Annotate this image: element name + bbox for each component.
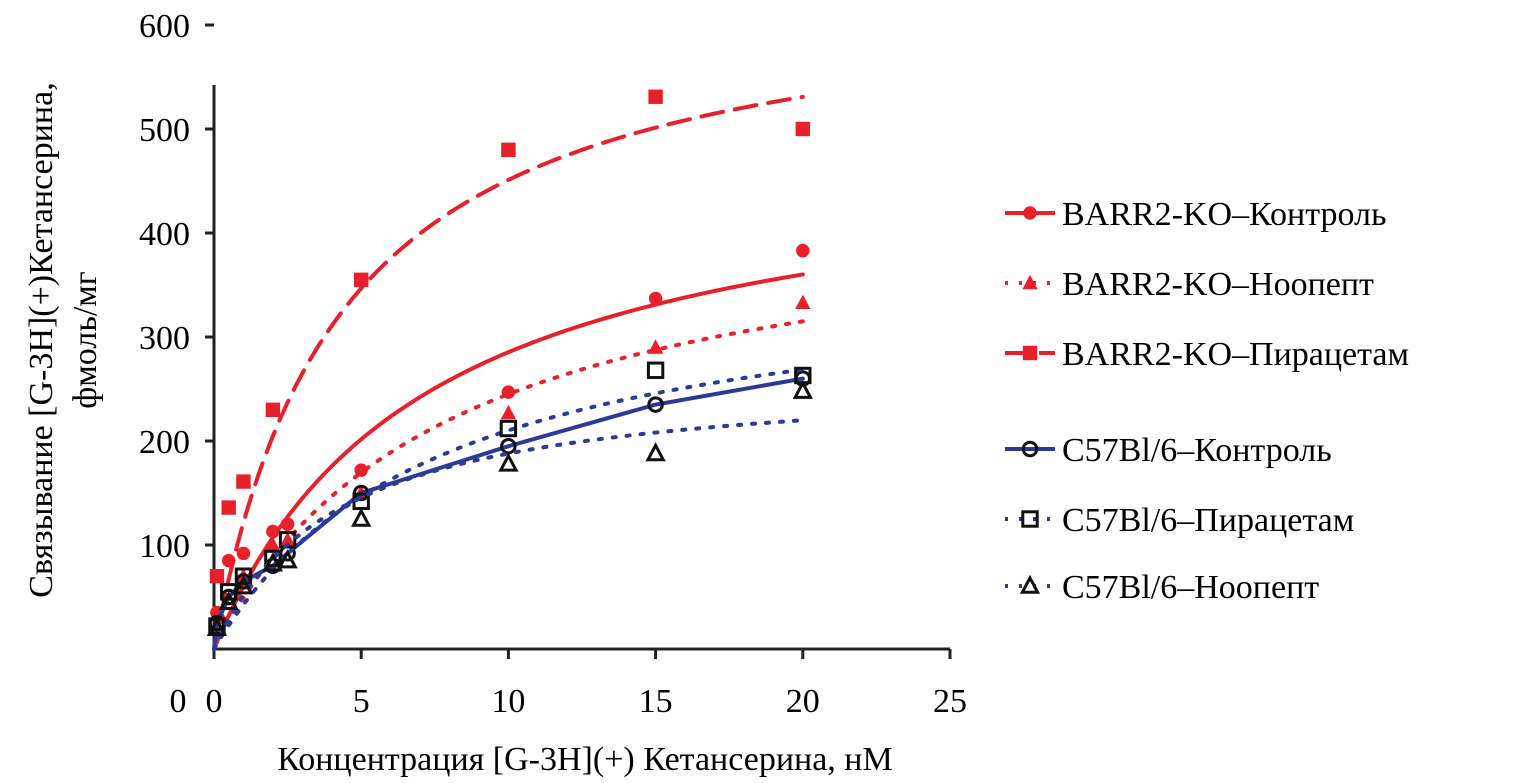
legend-item-2: BARR2-KO–Пирацетам <box>1005 336 1409 373</box>
x-axis-label: Концентрация [G-3H](+) Кетансерина, нМ <box>277 741 893 778</box>
data-point <box>648 89 663 104</box>
data-point <box>645 442 666 462</box>
y-axis-label-line1: Связывание [G-3H](+)Кетансерина, <box>23 82 60 597</box>
legend-label: C57Bl/6–Контроль <box>1062 432 1332 469</box>
data-point <box>500 404 517 420</box>
data-point <box>498 452 519 472</box>
x-tick-label: 10 <box>491 683 525 720</box>
origin-label: 0 <box>170 683 187 720</box>
data-point <box>646 361 665 379</box>
x-tick-label: 5 <box>353 683 370 720</box>
data-point <box>351 507 372 527</box>
legend: BARR2-KO–Контроль BARR2-KO–Ноопепт BARR2-K… <box>1005 196 1409 606</box>
data-point <box>795 294 811 309</box>
fit-line <box>212 94 805 651</box>
legend-marker <box>1021 510 1039 528</box>
data-point <box>262 552 284 572</box>
series-4 <box>208 361 812 651</box>
y-tick-label: 600 <box>139 8 190 45</box>
data-point <box>236 474 251 489</box>
data-point <box>499 419 518 438</box>
legend-label: C57Bl/6–Ноопепт <box>1062 569 1319 606</box>
legend-item-3: C57Bl/6–Контроль <box>1005 432 1332 469</box>
legend-marker <box>1022 345 1038 361</box>
data-point <box>209 569 225 584</box>
data-point <box>236 546 251 561</box>
data-point <box>265 536 281 552</box>
legend-marker <box>1021 440 1039 458</box>
y-tick-label: 400 <box>139 216 190 253</box>
data-point <box>354 272 369 287</box>
data-point <box>792 379 813 399</box>
data-point <box>279 531 296 547</box>
series-2 <box>209 89 810 651</box>
data-point <box>795 121 810 137</box>
x-tick-label: 25 <box>933 683 967 720</box>
legend-label: C57Bl/6–Пирацетам <box>1062 502 1354 539</box>
data-point <box>206 616 228 636</box>
legend-label: BARR2-KO–Контроль <box>1062 196 1387 233</box>
data-point <box>264 549 282 568</box>
series-1 <box>212 294 811 651</box>
fit-line <box>212 367 805 651</box>
x-tick-label: 20 <box>786 683 820 720</box>
y-axis-label-line2: фмоль/мг <box>67 271 104 409</box>
data-point <box>218 590 239 610</box>
x-tick-label: 0 <box>206 683 223 720</box>
plot-area <box>206 89 813 651</box>
y-tick-label: 300 <box>139 320 190 357</box>
y-tick-label: 100 <box>139 528 190 565</box>
data-point <box>266 524 280 539</box>
legend-item-5: C57Bl/6–Ноопепт <box>1005 569 1319 606</box>
data-point <box>265 402 281 417</box>
data-point <box>647 339 664 354</box>
data-point <box>233 575 254 595</box>
fit-line <box>212 272 805 651</box>
data-point <box>280 517 295 531</box>
axes: 0 5 10 15 20 25 100 200 300 400 500 600 0 <box>139 8 967 720</box>
fit-line <box>212 319 805 651</box>
x-tick-label: 15 <box>639 683 673 720</box>
data-point <box>354 463 368 477</box>
legend-item-1: BARR2-KO–Ноопепт <box>1005 266 1374 303</box>
data-point <box>796 243 810 258</box>
y-tick-label: 200 <box>139 424 190 461</box>
y-tick-label: 500 <box>139 112 190 149</box>
legend-item-4: C57Bl/6–Пирацетам <box>1005 502 1354 539</box>
legend-label: BARR2-KO–Пирацетам <box>1062 336 1409 373</box>
legend-marker <box>1022 274 1038 290</box>
data-point <box>647 396 664 413</box>
series-5 <box>206 379 813 651</box>
legend-marker <box>1019 574 1041 594</box>
data-point <box>648 291 663 306</box>
data-point <box>277 549 298 569</box>
data-point <box>501 142 516 157</box>
data-point <box>234 567 253 585</box>
data-point <box>221 500 236 515</box>
legend-item-0: BARR2-KO–Контроль <box>1005 196 1387 233</box>
legend-marker <box>1023 206 1037 220</box>
legend-label: BARR2-KO–Ноопепт <box>1062 266 1374 303</box>
